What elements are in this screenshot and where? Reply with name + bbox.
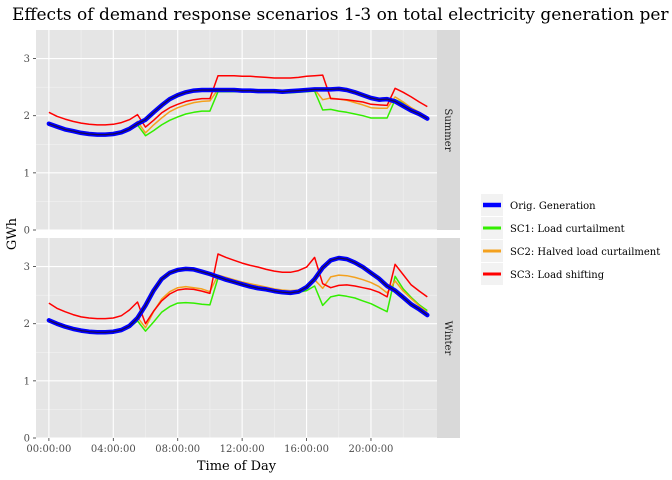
- facet-strip: [437, 238, 460, 438]
- panel-winter: 0 1 2 3 Winter: [24, 238, 460, 445]
- x-axis-label: Time of Day: [197, 459, 277, 474]
- x-tick-label: 20:00:00: [349, 444, 394, 455]
- series-line-orig-core-winter: [48, 257, 428, 333]
- y-tick-label: 1: [24, 376, 30, 387]
- legend-label: SC2: Halved load curtailment: [510, 247, 660, 258]
- chart-title: Effects of demand response scenarios 1-3…: [12, 5, 672, 25]
- chart-legend: Orig. Generation SC1: Load curtailment SC2…: [481, 194, 660, 285]
- facet-strip-label: Winter: [442, 321, 453, 356]
- facet-panels: 0 1 2 3 Summer 0 1 2 3 Winter 00:00:00 04:00:00 08:0…: [24, 30, 460, 455]
- y-tick-label: 3: [24, 262, 30, 273]
- y-tick-label: 0: [24, 434, 30, 445]
- legend-item-sc3: SC3: Load shifting: [481, 263, 605, 285]
- y-axis-label: GWh: [5, 217, 20, 250]
- facet-strip-label: Summer: [442, 109, 453, 152]
- legend-label: Orig. Generation: [510, 201, 596, 212]
- series-line-orig-core-summer: [48, 88, 428, 136]
- y-tick-label: 2: [24, 111, 30, 122]
- y-tick-label: 0: [24, 226, 30, 237]
- x-tick-label: 04:00:00: [91, 444, 136, 455]
- y-tick-label: 2: [24, 319, 30, 330]
- legend-label: SC1: Load curtailment: [510, 224, 625, 235]
- series-line-sc3-summer: [48, 74, 428, 128]
- facet-strip: [437, 30, 460, 230]
- panel-background: [36, 238, 437, 438]
- legend-item-orig: Orig. Generation: [481, 194, 596, 216]
- x-tick-label: 12:00:00: [220, 444, 265, 455]
- panel-summer: 0 1 2 3 Summer: [24, 30, 460, 237]
- legend-item-sc2: SC2: Halved load curtailment: [481, 240, 660, 262]
- x-tick-label: 16:00:00: [284, 444, 329, 455]
- y-tick-label: 1: [24, 168, 30, 179]
- x-tick-label: 00:00:00: [26, 444, 71, 455]
- legend-label: SC3: Load shifting: [510, 270, 605, 281]
- x-tick-label: 08:00:00: [155, 444, 200, 455]
- series-line-sc3-winter: [48, 253, 428, 325]
- legend-item-sc1: SC1: Load curtailment: [481, 217, 625, 239]
- panel-background: [36, 30, 437, 230]
- y-tick-label: 3: [24, 54, 30, 65]
